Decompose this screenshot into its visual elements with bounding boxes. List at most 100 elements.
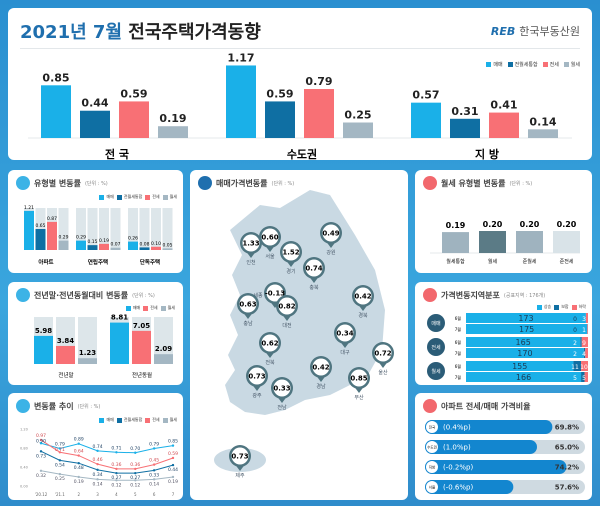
wolse-unit: (단위 : %) [509, 180, 533, 187]
point [96, 468, 99, 472]
point-label: 0.12 [111, 482, 121, 488]
y-tick: 0.00 [20, 485, 28, 489]
bar-value: 0.79 [305, 75, 332, 88]
region-badge [426, 441, 438, 453]
wolse-panel: 월세 유형별 변동률 (단위 : %) 0.19 월세통합 0.20 월세 0.20 준월세… [415, 170, 592, 273]
seg-value: 0 [573, 316, 577, 323]
group-label: 매매 [431, 320, 441, 327]
point-label: 0.36 [111, 462, 121, 468]
bar-매매 [76, 240, 86, 250]
y-tick: 0.40 [20, 466, 28, 470]
legend-item: 전월세통합 [507, 61, 538, 68]
bar-value: 0.25 [344, 109, 371, 122]
bar-매매 [24, 210, 34, 250]
header-panel: 2021년 7월 전국주택가격동향 REB 한국부동산원 매매 전월세통합 전세 월세… [8, 8, 592, 160]
x-tick: 4 [115, 492, 118, 497]
point-label: 0.45 [149, 458, 159, 464]
x-tick: '20.12 [35, 492, 48, 497]
bar-track [162, 208, 173, 250]
bar-전세 [47, 221, 57, 250]
seg [583, 348, 586, 358]
ratio-title: 아파트 전세/매매 가격비율 [441, 401, 531, 411]
legend-item: 상승 [536, 304, 551, 310]
region-value: 0.85 [350, 375, 367, 383]
point-label: 0.48 [74, 465, 84, 471]
bar-track [151, 208, 161, 250]
bar-전세 [489, 112, 519, 138]
seg [466, 372, 582, 382]
line-전세 [40, 439, 174, 470]
trend-title: 변동률 추이 [34, 401, 74, 411]
category-label: 준월세 [523, 258, 537, 265]
bar-월세 [154, 354, 173, 364]
type-unit: (단위 : %) [84, 180, 108, 187]
month-label: 7월 [455, 374, 462, 380]
point [115, 467, 118, 471]
bar-value: 0.19 [446, 221, 466, 230]
group-badge [427, 338, 445, 356]
trend-legend: 매매 전월세통합 전세 월세 [99, 417, 177, 423]
point [39, 469, 43, 472]
seg-value: 173 [518, 314, 533, 323]
bar-전세 [151, 246, 161, 250]
month-label: 6월 [455, 315, 462, 321]
x-tick: 6 [153, 492, 156, 497]
dist-unit: (공표지역 : 176개) [503, 292, 546, 299]
point-label: 0.71 [55, 447, 65, 453]
group-label: 월세 [431, 368, 441, 375]
pin-face [336, 324, 354, 342]
region-value: -0.13 [265, 290, 285, 298]
dist-stacked-chart: 매매 6월 173 0 3 7월 175 0 1 전세 6월 165 2 9 7월 170 2 4 월세 6월 155 1… [427, 313, 588, 382]
seg-value: 165 [516, 338, 531, 347]
wolse-bar-chart: 0.19 월세통합 0.20 월세 0.20 준월세 0.20 준전세 [430, 220, 580, 265]
point [77, 475, 80, 479]
legend-item: 월세 [160, 305, 175, 311]
region-label: 지방 [429, 465, 436, 470]
point [58, 451, 62, 454]
point [171, 444, 175, 447]
seg [581, 337, 588, 347]
point-label: 0.32 [36, 473, 46, 479]
point-label: 0.14 [93, 481, 103, 487]
region-name: 제주 [235, 472, 245, 479]
bar-value: 0.26 [128, 236, 138, 242]
seg-value: 3 [582, 316, 586, 323]
bar-월세 [78, 358, 97, 364]
point-label: 0.27 [130, 475, 140, 481]
bar-매매 [34, 335, 53, 364]
point [152, 463, 156, 466]
ratio-bar [425, 420, 553, 434]
region-label: 서울 [429, 485, 436, 490]
legend-item: 매매 [99, 417, 114, 423]
point [96, 478, 99, 481]
point-label: 0.59 [168, 451, 178, 457]
region-name: 전북 [265, 359, 275, 366]
point [171, 463, 175, 467]
map-unit: (단위 : %) [271, 180, 295, 187]
x-tick: 7 [172, 492, 175, 497]
bar-value: 1.23 [79, 349, 96, 357]
map-title: 매매가격변동률 [216, 178, 268, 188]
bar-track [58, 208, 69, 250]
pin-face [354, 287, 372, 305]
bar-value: 0.41 [490, 99, 517, 112]
bar-value: 7.05 [133, 322, 150, 330]
bar-track [128, 208, 138, 250]
yearly-bar-chart: 5.98 3.84 1.23 전년말 8.81 7.05 2.09 전년동월 [34, 314, 173, 379]
month-label: 6월 [455, 363, 462, 369]
bar-value: 0.87 [47, 216, 57, 222]
seg-value: 11 [571, 364, 579, 371]
bar-value: 0.85 [42, 71, 69, 84]
legend-item: 매매 [125, 305, 140, 311]
point-label: 0.54 [55, 462, 65, 468]
category-label: 아파트 [38, 258, 53, 266]
seg [585, 348, 588, 358]
bar-월세 [110, 247, 121, 250]
bar-value: 2.09 [155, 345, 172, 353]
legend-item: 하락 [571, 304, 586, 310]
bar-매매 [226, 65, 256, 138]
point-label: 0.46 [93, 457, 103, 463]
point [77, 454, 80, 457]
bar-track [99, 208, 109, 250]
region-name: 강원 [326, 249, 336, 256]
